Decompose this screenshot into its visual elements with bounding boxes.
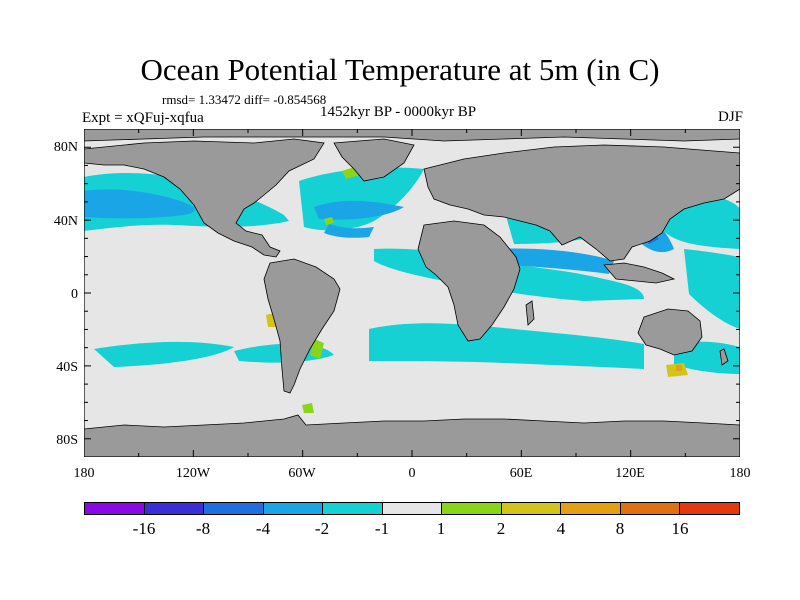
north-america: [84, 138, 325, 258]
lon-tick-label: 60E: [509, 466, 533, 481]
experiment-label: Expt = xQFuj-xqfua: [82, 110, 204, 126]
plot-title: Ocean Potential Temperature at 5m (in C): [140, 52, 660, 87]
lon-tick-label: 60W: [288, 466, 316, 481]
world-map: [84, 129, 740, 457]
colorbar-label: 1: [436, 519, 446, 538]
colorbar-label: -4: [255, 519, 271, 538]
period-label: 1452kyr BP - 0000kyr BP: [320, 104, 477, 120]
colorbar-swatch: [501, 503, 562, 514]
colorbar-label: 16: [671, 519, 689, 538]
colorbar-swatch: [263, 503, 324, 514]
lat-tick-label: 80S: [56, 433, 78, 448]
colorbar-swatch: [382, 503, 443, 514]
australia: [637, 308, 703, 356]
southeast-asia-islands: [603, 262, 676, 284]
colorbar-swatch: [620, 503, 681, 514]
colorbar-label: -8: [195, 519, 211, 538]
lat-tick-label: 40N: [53, 214, 78, 229]
greenland: [333, 138, 415, 182]
lon-tick-label: 0: [408, 466, 416, 481]
colorbar-swatch: [144, 503, 205, 514]
new-zealand: [719, 348, 729, 366]
rmsd-diff-stats: rmsd= 1.33472 diff= -0.854568: [162, 92, 327, 107]
lon-tick-label: 180: [73, 466, 95, 481]
colorbar-swatch: [323, 503, 383, 514]
lat-tick-label: 40S: [56, 360, 78, 375]
lat-tick-label: 0: [71, 287, 78, 302]
colorbar-swatch: [442, 503, 502, 514]
colorbar-swatch: [204, 503, 264, 514]
colorbar-swatch: [561, 503, 621, 514]
eurasia: [423, 144, 740, 262]
season-label: DJF: [717, 109, 743, 125]
colorbar-label: 2: [496, 519, 506, 538]
colorbar-label: -16: [132, 519, 156, 538]
colorbar-label: 4: [556, 519, 566, 538]
warm-anomaly-patches: [266, 167, 688, 413]
colorbar-swatch: [85, 503, 145, 514]
lon-tick-label: 120W: [175, 466, 211, 481]
colorbar-label: 8: [615, 519, 625, 538]
antarctica: [84, 414, 740, 457]
colorbar-swatch: [680, 503, 740, 514]
south-america: [263, 258, 341, 394]
colorbar-label: -1: [374, 519, 390, 538]
colorbar-label: -2: [314, 519, 330, 538]
lon-tick-label: 180: [729, 466, 751, 481]
colorbar: [84, 502, 740, 515]
axis-ticks: [84, 129, 740, 457]
lat-tick-label: 80N: [53, 140, 78, 155]
africa: [417, 220, 521, 342]
land: [84, 129, 740, 457]
lon-tick-label: 120E: [615, 466, 645, 481]
madagascar: [525, 300, 535, 326]
